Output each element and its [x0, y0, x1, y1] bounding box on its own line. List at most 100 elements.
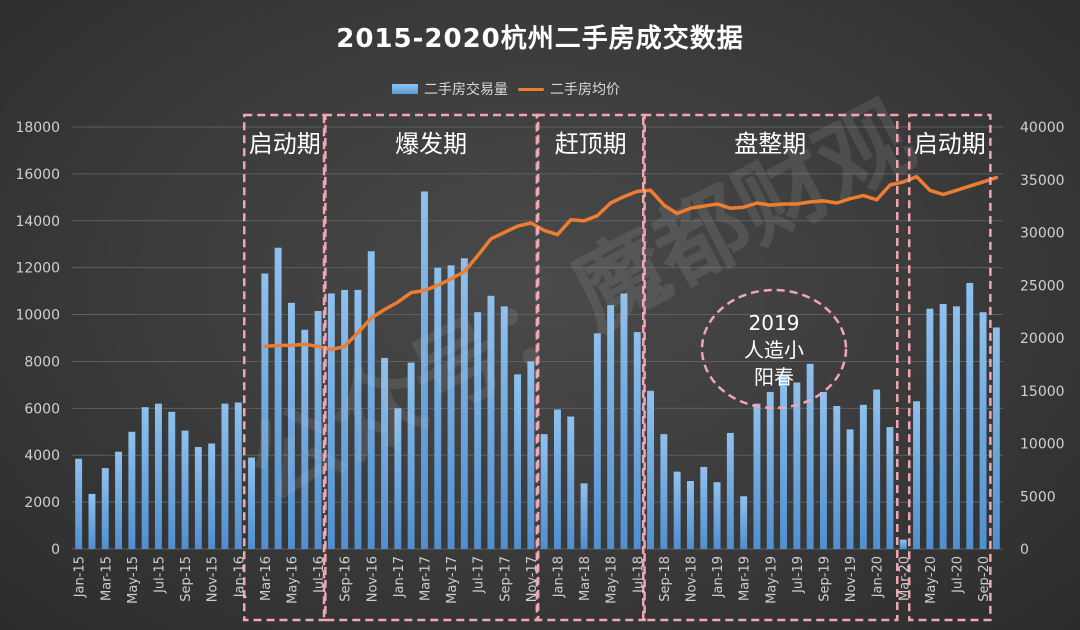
phase-label: 启动期	[249, 130, 321, 158]
left-tick-label: 2000	[24, 495, 60, 511]
volume-bar	[726, 432, 734, 549]
legend-label-price: 二手房均价	[550, 82, 620, 98]
volume-bar	[101, 468, 109, 549]
volume-bar	[633, 332, 641, 549]
volume-bar	[833, 405, 841, 549]
volume-bar	[327, 293, 335, 549]
phase-boxes: 启动期 爆发期 赶顶期 盘整期 启动期	[242, 113, 992, 622]
volume-bar	[407, 362, 415, 549]
left-tick-label: 18000	[15, 120, 60, 136]
volume-bar	[766, 391, 774, 549]
x-tick-label: Sep-15	[179, 556, 194, 602]
x-tick-label: Mar-18	[578, 556, 593, 601]
volume-bar	[819, 391, 827, 549]
x-tick-label: Sep-16	[339, 556, 354, 602]
volume-bar	[899, 539, 907, 549]
x-tick-label: Jul-15	[152, 556, 167, 594]
left-tick-label: 14000	[15, 214, 60, 230]
chart-title: 2015-2020杭州二手房成交数据	[336, 24, 744, 54]
x-tick-label: Sep-19	[817, 556, 832, 602]
volume-bar	[780, 375, 788, 549]
right-axis-ticks: 0 5000 10000 15000 20000 25000 30000 35000 40000	[1020, 120, 1065, 558]
phase-label: 盘整期	[734, 130, 806, 158]
phase-box	[242, 113, 327, 622]
volume-bar	[886, 427, 894, 549]
volume-bar	[181, 430, 189, 549]
volume-bar	[992, 327, 1000, 549]
price-line	[263, 174, 999, 352]
phase-box	[535, 113, 646, 622]
chart-legend: 二手房交易量 二手房均价	[392, 79, 620, 99]
x-tick-label: Nov-19	[844, 556, 859, 602]
legend-item-volume: 二手房交易量	[392, 79, 508, 99]
legend-line-swatch	[518, 87, 544, 91]
left-tick-label: 10000	[15, 308, 60, 324]
volume-bar	[686, 481, 694, 549]
x-tick-label: May-15	[126, 556, 141, 604]
volume-bar	[593, 333, 601, 549]
volume-bar	[474, 312, 482, 549]
x-tick-label: Sep-18	[658, 556, 673, 602]
volume-bar	[913, 401, 921, 549]
phase-box	[641, 113, 899, 622]
x-tick-label: Mar-19	[738, 556, 753, 601]
right-tick-label: 30000	[1020, 226, 1065, 242]
left-tick-label: 0	[51, 542, 60, 558]
volume-bar	[926, 308, 934, 549]
phase-box	[907, 113, 992, 622]
volume-bar	[234, 402, 242, 549]
x-tick-label: Sep-20	[977, 556, 992, 602]
volume-bar	[966, 282, 974, 549]
volume-bar	[168, 411, 176, 549]
x-tick-label: Mar-17	[418, 556, 433, 601]
x-tick-label: May-18	[605, 556, 620, 604]
x-tick-label: Jul-19	[791, 556, 806, 594]
volume-bar	[607, 305, 615, 549]
left-tick-label: 8000	[24, 354, 60, 370]
left-tick-label: 4000	[24, 448, 60, 464]
volume-bar	[979, 312, 987, 549]
x-tick-label: Jan-20	[871, 556, 886, 598]
volume-bar	[194, 447, 202, 549]
volume-bar	[939, 304, 947, 549]
volume-bar	[367, 251, 375, 549]
volume-bar	[460, 258, 468, 549]
volume-bar	[952, 306, 960, 549]
annotation-line1: 人造小	[744, 338, 804, 362]
volume-bar	[420, 191, 428, 549]
x-tick-label: Jan-16	[232, 556, 247, 598]
x-tick-label: Nov-15	[206, 556, 221, 602]
volume-bar	[394, 408, 402, 549]
volume-bar	[141, 407, 149, 549]
volume-bar	[553, 409, 561, 549]
left-tick-label: 6000	[24, 401, 60, 417]
phase-label: 启动期	[914, 130, 986, 158]
x-tick-label: May-19	[764, 556, 779, 604]
right-tick-label: 10000	[1020, 437, 1065, 453]
volume-bar	[88, 493, 96, 549]
volume-bar	[208, 443, 216, 549]
volume-bar	[487, 295, 495, 549]
x-tick-label: Nov-18	[684, 556, 699, 602]
legend-label-volume: 二手房交易量	[424, 82, 508, 98]
phase-label: 赶顶期	[555, 130, 627, 158]
volume-bar	[700, 466, 708, 549]
x-tick-label: Mar-16	[259, 556, 274, 601]
x-tick-label: Nov-17	[525, 556, 540, 602]
volume-bar	[514, 374, 522, 549]
volume-bar	[580, 483, 588, 549]
volume-bar	[873, 389, 881, 549]
right-tick-label: 20000	[1020, 331, 1065, 347]
volume-bar	[261, 273, 269, 549]
x-axis-ticks: Jan-15 Mar-15 May-15 Jul-15 Sep-15 Nov-15 Jan-…	[73, 556, 992, 604]
volume-bar	[713, 482, 721, 549]
volume-bar	[740, 496, 748, 549]
volume-bar	[673, 471, 681, 549]
volume-bar	[447, 265, 455, 549]
volume-bar	[620, 293, 628, 549]
left-axis-ticks: 0 2000 4000 6000 8000 10000 12000 14000 16000 180…	[15, 120, 60, 558]
volume-bar	[221, 403, 229, 549]
legend-bar-swatch	[392, 84, 418, 94]
